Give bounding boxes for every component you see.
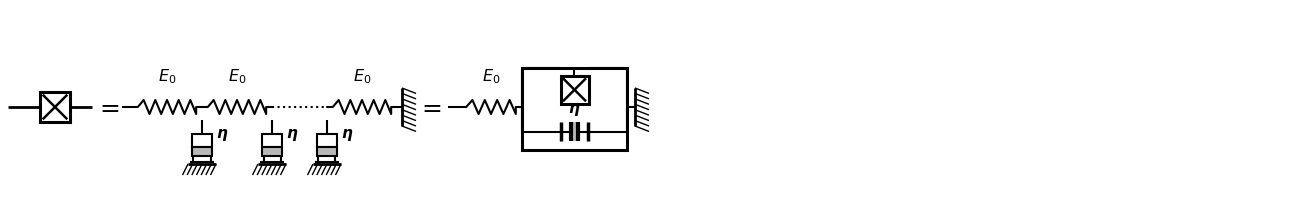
Text: $=$: $=$: [417, 95, 442, 119]
Text: $\boldsymbol{\eta}$: $\boldsymbol{\eta}$: [286, 127, 298, 143]
Bar: [262, 134, 283, 147]
Bar: [572, 122, 578, 141]
Bar: [318, 134, 337, 147]
Bar: [522, 68, 627, 150]
Text: $=$: $=$: [96, 95, 121, 119]
Text: $\boldsymbol{E_0}$: $\boldsymbol{E_0}$: [158, 67, 176, 86]
Bar: [192, 147, 213, 156]
Text: $\boldsymbol{\eta}$: $\boldsymbol{\eta}$: [216, 127, 228, 143]
Text: $\boldsymbol{E_0}$: $\boldsymbol{E_0}$: [353, 67, 371, 86]
Text: $\boldsymbol{E_0}$: $\boldsymbol{E_0}$: [482, 67, 500, 86]
Text: $\boldsymbol{\eta}$: $\boldsymbol{\eta}$: [568, 102, 581, 118]
Bar: [560, 76, 588, 104]
Bar: [318, 147, 337, 156]
Text: $\boldsymbol{E_0}$: $\boldsymbol{E_0}$: [228, 67, 246, 86]
Text: $\boldsymbol{\eta}$: $\boldsymbol{\eta}$: [341, 127, 354, 143]
Bar: [262, 147, 283, 156]
Bar: [40, 92, 70, 122]
Bar: [192, 134, 213, 147]
